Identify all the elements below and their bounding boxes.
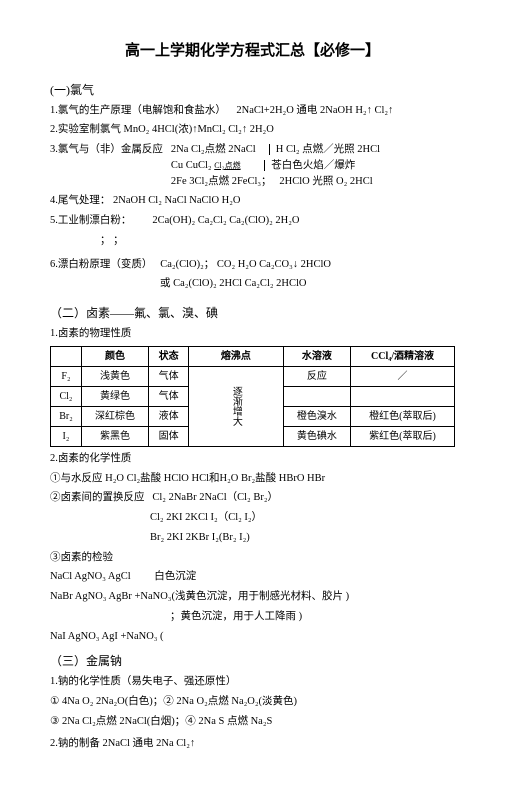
p2b: Cl₂ 2KI 2KCl I₂（Cl₂ I₂） xyxy=(50,510,455,526)
cell xyxy=(351,386,455,406)
formula: NaCl AgNO₃ AgCl xyxy=(50,571,131,582)
cell: Cl₂ xyxy=(51,386,82,406)
p3-label: ③卤素的检验 xyxy=(50,550,455,566)
label: 6.漂白粉原理（变质） xyxy=(50,259,152,270)
sub-2-2: 2.卤素的化学性质 xyxy=(50,451,455,467)
cell: 固体 xyxy=(149,426,189,446)
formula-3a: 2Na Cl₂点燃 2NaCl xyxy=(171,144,256,155)
item-2: 2.实验室制氯气 MnO₂ 4HCl(浓)↑MnCl₂ Cl₂↑ 2H₂O xyxy=(50,122,455,138)
table-row: F₂ 浅黄色 气体 逐渐增大 反应 ／ xyxy=(51,366,455,386)
cell: Br₂ xyxy=(51,406,82,426)
th-state: 状态 xyxy=(149,346,189,366)
s3-l1: ① 4Na O₂ 2Na₂O(白色)；② 2Na O₂点燃 Na₂O₂(淡黄色) xyxy=(50,694,455,710)
label: ①与水反应 xyxy=(50,473,103,484)
cell: 深红棕色 xyxy=(81,406,148,426)
note: ；黄色沉淀，用于人工降雨 ) xyxy=(170,611,302,622)
sub-3-2: 2.钠的制备 2NaCl 通电 2Na Cl₂↑ xyxy=(50,736,455,752)
p3b: NaBr AgNO₃ AgBr +NaNO₃(浅黄色沉淀，用于制感光材料、胶片 … xyxy=(50,589,455,605)
formula: Cl₂ 2KI 2KCl I₂（Cl₂ I₂） xyxy=(150,512,262,523)
formula-5a: 2Ca(OH)₂ Ca₂Cl₂ Ca₂(ClO)₂ 2H₂O xyxy=(152,215,299,226)
label: 4.尾气处理： xyxy=(50,195,110,206)
section-3-header: （三）金属钠 xyxy=(50,652,455,670)
cell xyxy=(283,386,350,406)
formula: ① 4Na O₂ 2Na₂O(白色)；② 2Na O₂点燃 Na₂O₂(淡黄色) xyxy=(50,696,297,707)
cell: 紫红色(萃取后) xyxy=(351,426,455,446)
formula: ③ 2Na Cl₂点燃 2NaCl(白烟)；④ 2Na S 点燃 Na₂S xyxy=(50,716,272,727)
formula: H₂O Cl₂盐酸 HClO HCl和H₂O Br₂盐酸 HBrO HBr xyxy=(105,473,325,484)
item-6b: 或 Ca₂(ClO)₂ 2HCl Ca₂Cl₂ 2HClO xyxy=(50,276,455,292)
page-title: 高一上学期化学方程式汇总【必修一】 xyxy=(50,40,455,63)
label: 2.实验室制氯气 xyxy=(50,124,121,135)
formula-3c: 2Fe 3Cl₂点燃 2FeCl₃； xyxy=(171,176,272,187)
th-mp: 熔沸点 xyxy=(188,346,283,366)
label: ②卤素间的置换反应 xyxy=(50,492,145,503)
cell: 紫黑色 xyxy=(81,426,148,446)
cell: 气体 xyxy=(149,366,189,386)
formula-6b: 或 Ca₂(ClO)₂ 2HCl Ca₂Cl₂ 2HClO xyxy=(160,278,306,289)
label: 5.工业制漂白粉： xyxy=(50,215,131,226)
formula: 2NaCl+2H₂O 通电 2NaOH H₂↑ Cl₂↑ xyxy=(236,105,393,116)
cell: 反应 xyxy=(283,366,350,386)
cell: I₂ xyxy=(51,426,82,446)
th-ccl4: CCl₄/酒精溶液 xyxy=(351,346,455,366)
note-3b: 苍白色火焰／爆炸 xyxy=(264,160,355,171)
item-3: 3.氯气与（非）金属反应 2Na Cl₂点燃 2NaCl H Cl₂ 点燃／光照… xyxy=(50,142,455,189)
cell-mid: 逐渐增大 xyxy=(188,366,283,446)
formula: MnO₂ 4HCl(浓)↑MnCl₂ Cl₂↑ 2H₂O xyxy=(124,124,274,135)
sub-2-1: 1.卤素的物理性质 xyxy=(50,326,455,342)
formula: 2NaCl 通电 2Na Cl₂↑ xyxy=(103,738,196,749)
formula: NaI AgNO₃ AgI +NaNO₃ ( xyxy=(50,631,164,642)
cell: F₂ xyxy=(51,366,82,386)
sub-3-1: 1.钠的化学性质（易失电子、强还原性） xyxy=(50,674,455,690)
th-aq: 水溶液 xyxy=(283,346,350,366)
formula-p2a: Cl₂ 2NaBr 2NaCl（Cl₂ Br₂） xyxy=(152,492,278,503)
cell: 黄色碘水 xyxy=(283,426,350,446)
th-blank xyxy=(51,346,82,366)
p2c: Br₂ 2KI 2KBr I₂(Br₂ I₂) xyxy=(50,530,455,546)
cell: ／ xyxy=(351,366,455,386)
p3c: NaI AgNO₃ AgI +NaNO₃ ( xyxy=(50,629,455,645)
p2: ②卤素间的置换反应 Cl₂ 2NaBr 2NaCl（Cl₂ Br₂） xyxy=(50,490,455,506)
item-5b: ； ； xyxy=(50,233,455,249)
label: 1.氯气的生产原理（电解饱和食盐水） xyxy=(50,105,226,116)
section-1-header: (一)氯气 xyxy=(50,81,455,99)
item-6: 6.漂白粉原理（变质） Ca₂(ClO)₂； CO₂ H₂O Ca₂CO₃↓ 2… xyxy=(50,257,455,273)
note-3a: H Cl₂ 点燃／光照 2HCl xyxy=(269,144,380,155)
item-1: 1.氯气的生产原理（电解饱和食盐水） 2NaCl+2H₂O 通电 2NaOH H… xyxy=(50,103,455,119)
item-4: 4.尾气处理： 2NaOH Cl₂ NaCl NaClO H₂O xyxy=(50,193,455,209)
s3-l2: ③ 2Na Cl₂点燃 2NaCl(白烟)；④ 2Na S 点燃 Na₂S xyxy=(50,714,455,730)
p3c-note: ；黄色沉淀，用于人工降雨 ) xyxy=(50,609,455,625)
cell: 橙红色(萃取后) xyxy=(351,406,455,426)
item-5: 5.工业制漂白粉： 2Ca(OH)₂ Ca₂Cl₂ Ca₂(ClO)₂ 2H₂O xyxy=(50,213,455,229)
note-3c: 2HClO 光照 O₂ 2HCl xyxy=(279,176,372,187)
formula: NaBr AgNO₃ AgBr +NaNO₃(浅黄色沉淀，用于制感光材料、胶片 … xyxy=(50,591,349,602)
p3a: NaCl AgNO₃ AgCl 白色沉淀 xyxy=(50,569,455,585)
th-color: 颜色 xyxy=(81,346,148,366)
cell: 液体 xyxy=(149,406,189,426)
cell: 黄绿色 xyxy=(81,386,148,406)
p1: ①与水反应 H₂O Cl₂盐酸 HClO HCl和H₂O Br₂盐酸 HBrO … xyxy=(50,471,455,487)
formula: 2NaOH Cl₂ NaCl NaClO H₂O xyxy=(113,195,240,206)
section-2-header: （二）卤素——氟、氯、溴、碘 xyxy=(50,304,455,322)
cell: 浅黄色 xyxy=(81,366,148,386)
note: 白色沉淀 xyxy=(154,571,196,582)
formula: Br₂ 2KI 2KBr I₂(Br₂ I₂) xyxy=(150,532,250,543)
label: 2.钠的制备 xyxy=(50,738,100,749)
table-header-row: 颜色 状态 熔沸点 水溶液 CCl₄/酒精溶液 xyxy=(51,346,455,366)
cell: 橙色溴水 xyxy=(283,406,350,426)
properties-table: 颜色 状态 熔沸点 水溶液 CCl₄/酒精溶液 F₂ 浅黄色 气体 逐渐增大 反… xyxy=(50,346,455,447)
cond-3b: Cl₂点燃 xyxy=(214,161,240,170)
formula-6a: Ca₂(ClO)₂； CO₂ H₂O Ca₂CO₃↓ 2HClO xyxy=(160,259,331,270)
cell: 气体 xyxy=(149,386,189,406)
formula-5b: ； ； xyxy=(100,235,124,246)
formula-3b: Cu CuCl₂ xyxy=(171,160,212,171)
label: 3.氯气与（非）金属反应 xyxy=(50,142,163,158)
